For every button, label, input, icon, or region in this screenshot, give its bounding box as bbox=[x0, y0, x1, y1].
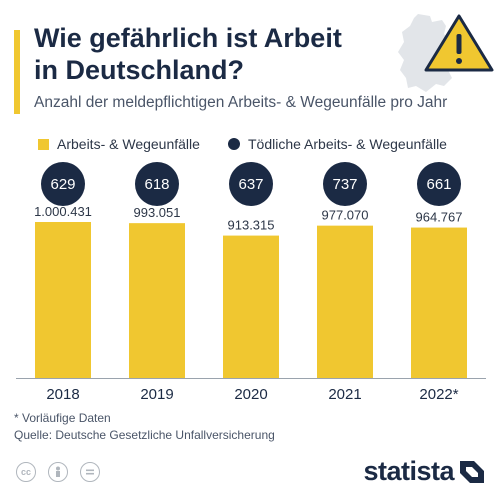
accident-bar-3 bbox=[317, 225, 373, 378]
accident-value-label-0: 1.000.431 bbox=[34, 204, 92, 219]
fatal-value-label-4: 661 bbox=[426, 176, 451, 193]
title-accent-bar bbox=[14, 30, 20, 114]
fatal-bubble-2 bbox=[229, 162, 273, 206]
accident-value-label-1: 993.051 bbox=[134, 205, 181, 220]
statista-logo[interactable]: statista bbox=[363, 456, 486, 487]
accident-bar-4 bbox=[411, 227, 467, 378]
year-label-3: 2021 bbox=[328, 386, 361, 403]
source-note: Quelle: Deutsche Gesetzliche Unfallversi… bbox=[14, 428, 275, 442]
fatal-bubble-1 bbox=[135, 162, 179, 206]
fatal-bubble-0 bbox=[41, 162, 85, 206]
fatal-value-label-0: 629 bbox=[50, 176, 75, 193]
year-label-1: 2019 bbox=[140, 386, 173, 403]
legend-label-fatal: Tödliche Arbeits- & Wegeunfälle bbox=[248, 136, 447, 152]
chart-subtitle: Anzahl der meldepflichtigen Arbeits- & W… bbox=[34, 94, 448, 111]
legend-bar-swatch bbox=[38, 138, 49, 150]
year-label-4: 2022* bbox=[419, 386, 458, 403]
fatal-value-label-2: 637 bbox=[238, 176, 263, 193]
accident-bar-0 bbox=[35, 222, 91, 378]
accident-bar-2 bbox=[223, 235, 279, 378]
statista-mark-icon bbox=[460, 460, 484, 483]
fatal-bubble-4 bbox=[417, 162, 461, 206]
germany-map-icon bbox=[398, 14, 456, 92]
accident-value-label-3: 977.070 bbox=[322, 208, 369, 223]
fatal-bubble-3 bbox=[323, 162, 367, 206]
statista-wordmark: statista bbox=[363, 456, 454, 486]
accident-value-label-2: 913.315 bbox=[228, 218, 275, 233]
year-label-2: 2020 bbox=[234, 386, 267, 403]
attribution-icon[interactable] bbox=[48, 462, 68, 482]
cc-license-icon[interactable]: cc bbox=[16, 462, 36, 482]
fatal-value-label-1: 618 bbox=[144, 176, 169, 193]
warning-triangle-icon bbox=[424, 14, 494, 72]
chart-title: Wie gefährlich ist Arbeit in Deutschland… bbox=[34, 23, 342, 85]
year-label-0: 2018 bbox=[46, 386, 79, 403]
legend-item-accidents: Arbeits- & Wegeunfälle bbox=[38, 136, 200, 152]
bar-chart: 629 1.000.431 2018 618 993.051 2019 637 913.315… bbox=[16, 162, 486, 403]
legend-label-accidents: Arbeits- & Wegeunfälle bbox=[57, 136, 200, 152]
accident-bar-1 bbox=[129, 223, 185, 378]
fatal-value-label-3: 737 bbox=[332, 176, 357, 193]
legend-dot-swatch bbox=[228, 138, 240, 150]
legend-item-fatal: Tödliche Arbeits- & Wegeunfälle bbox=[228, 136, 447, 152]
footnote: * Vorläufige Daten bbox=[14, 411, 111, 425]
accident-value-label-4: 964.767 bbox=[416, 210, 463, 225]
no-derivatives-icon[interactable] bbox=[80, 462, 100, 482]
